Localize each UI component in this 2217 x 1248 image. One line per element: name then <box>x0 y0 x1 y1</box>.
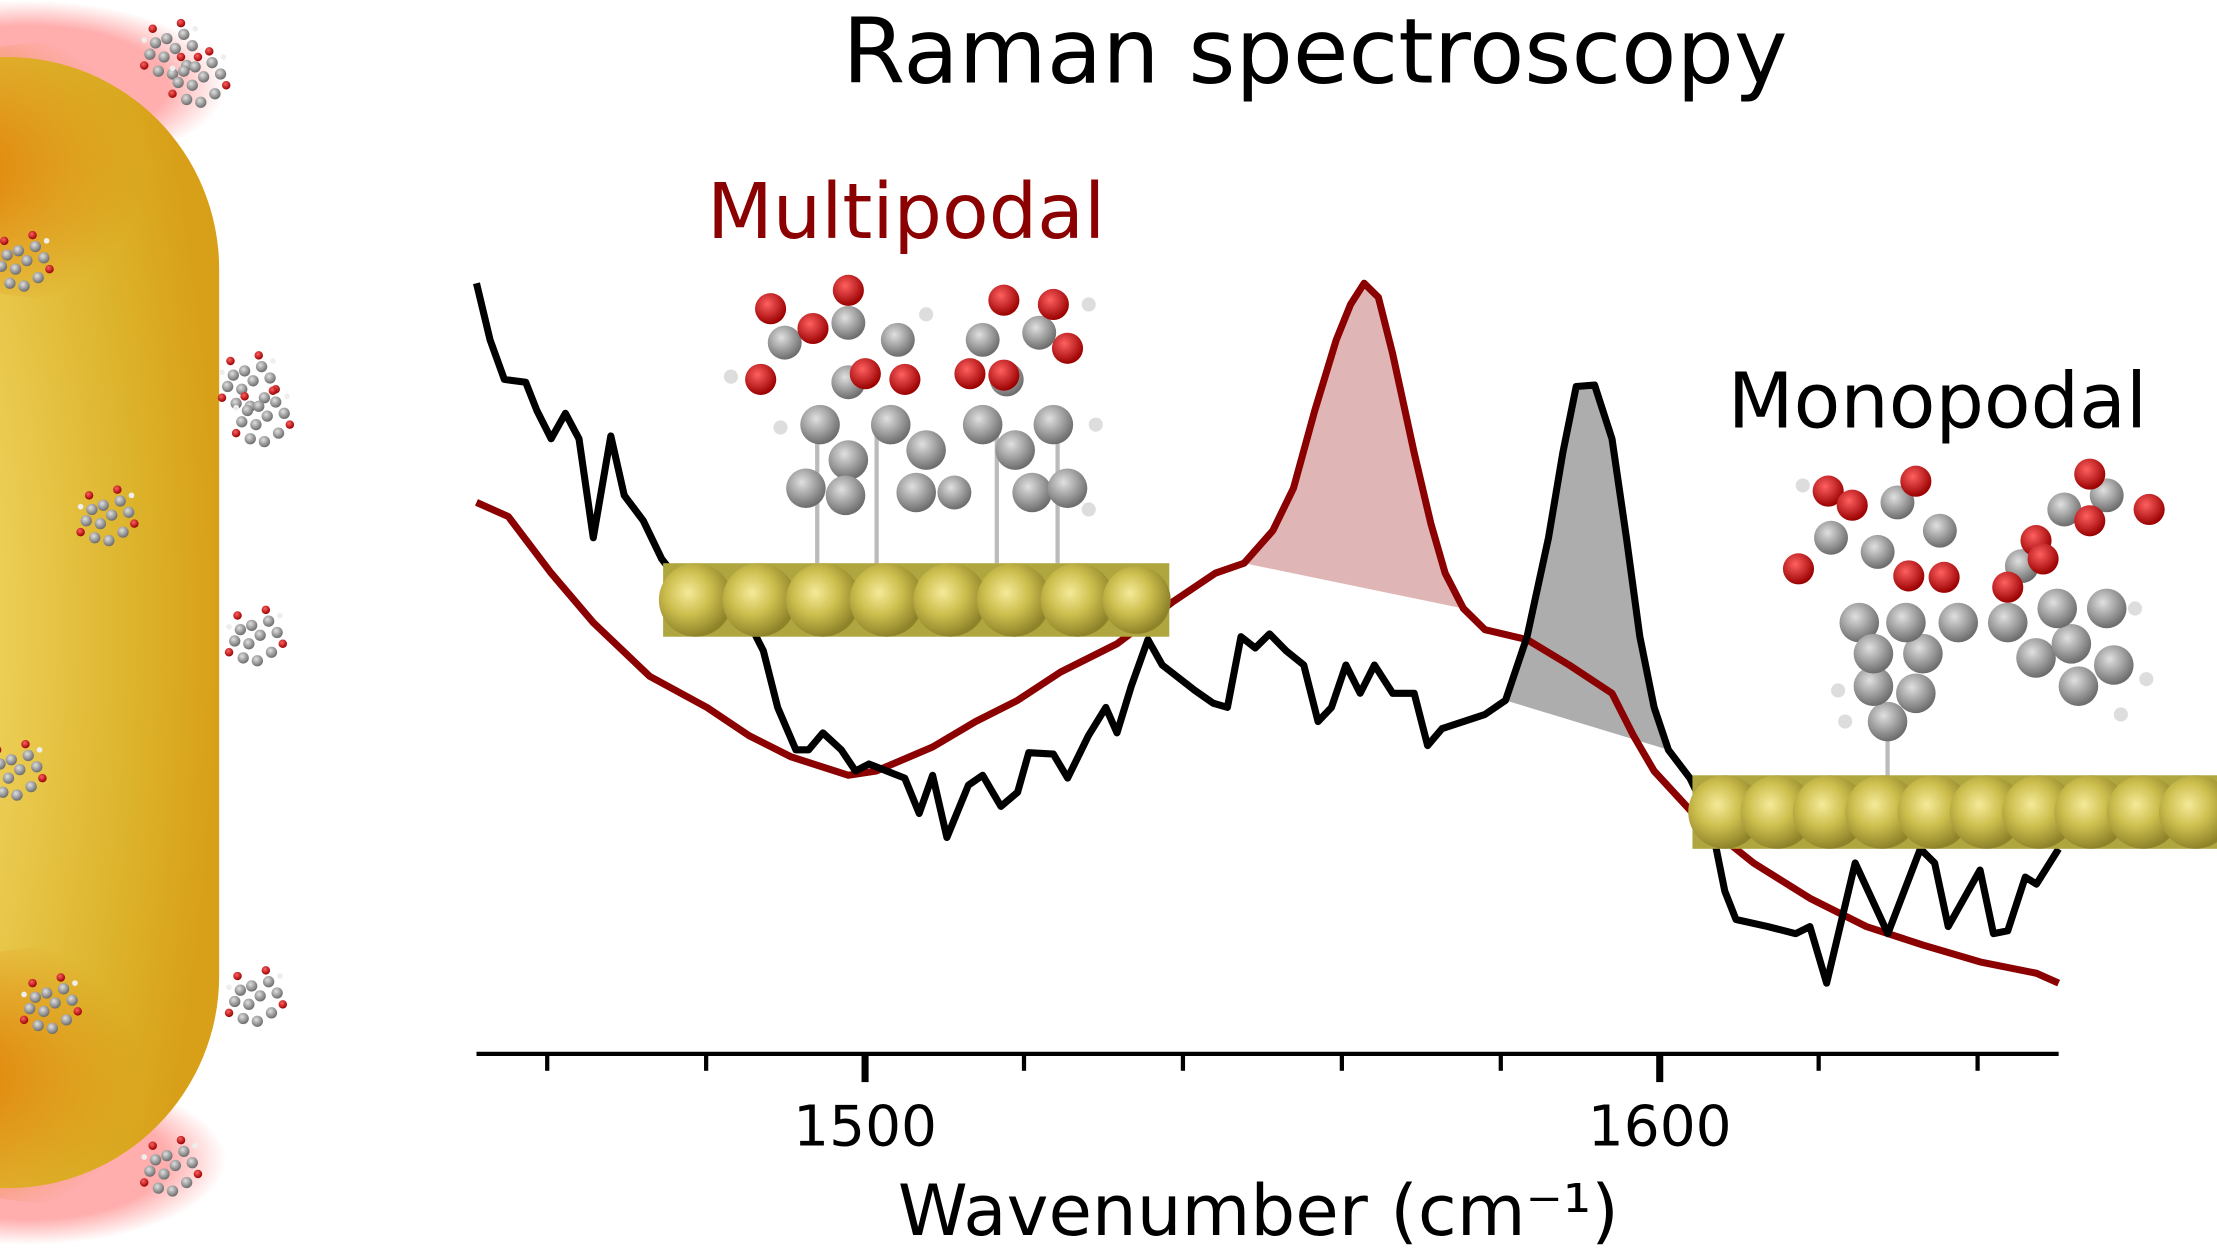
gold-atoms <box>658 563 1171 637</box>
peak-shading <box>1505 385 1669 750</box>
series-label: Multipodal <box>707 168 1105 257</box>
gold-nanorod <box>0 57 220 1189</box>
x-tick-label: 1500 <box>793 1095 937 1160</box>
monopodal-structure <box>1688 458 2217 849</box>
molecule-cluster <box>1782 458 2165 742</box>
series-label: Monopodal <box>1728 357 2147 446</box>
molecule <box>224 966 288 1027</box>
x-tick-label: 1600 <box>1588 1095 1732 1160</box>
x-axis-label: Wavenumber (cm⁻¹) <box>898 1169 1619 1248</box>
gold-atoms <box>1688 775 2217 849</box>
peak-shading <box>1244 283 1464 609</box>
multipodal-structure <box>658 274 1171 637</box>
molecule-cluster <box>723 274 1103 517</box>
rod-tip <box>0 42 213 298</box>
molecule <box>224 605 288 667</box>
rod-tip <box>0 947 213 1203</box>
chart-title: Raman spectroscopy <box>842 0 1787 104</box>
